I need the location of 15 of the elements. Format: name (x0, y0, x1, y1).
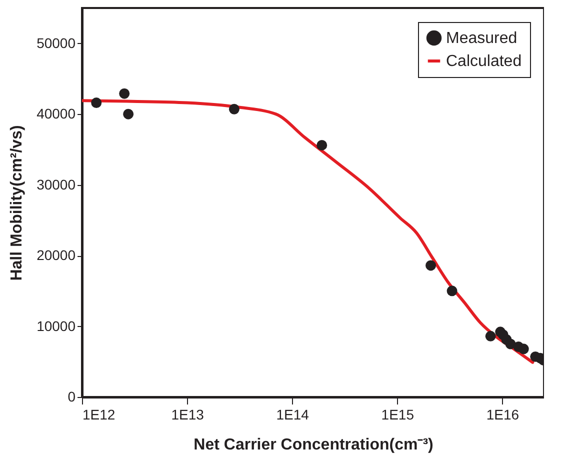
y-tick-label: 30000 (36, 176, 76, 192)
y-tick-label: 20000 (36, 247, 76, 264)
x-tick-label: 1E15 (381, 406, 414, 422)
x-tick-label: 1E14 (276, 406, 310, 422)
y-tick-label: 10000 (36, 318, 76, 334)
x-tick-label: 1E12 (82, 406, 116, 422)
legend-label: Measured (446, 30, 518, 47)
legend-label: Calculated (446, 53, 522, 70)
y-axis-title: Hall Mobility(cm²/vs) (8, 125, 26, 281)
y-tick-label: 50000 (36, 34, 76, 51)
x-tick-label: 1E16 (486, 406, 520, 422)
x-tick-label: 1E13 (171, 406, 204, 422)
y-tick-label: 0 (68, 388, 76, 404)
y-tick-label: 40000 (36, 106, 76, 122)
x-axis-title: Net Carrier Concentration(cm⁻³) (194, 436, 434, 454)
